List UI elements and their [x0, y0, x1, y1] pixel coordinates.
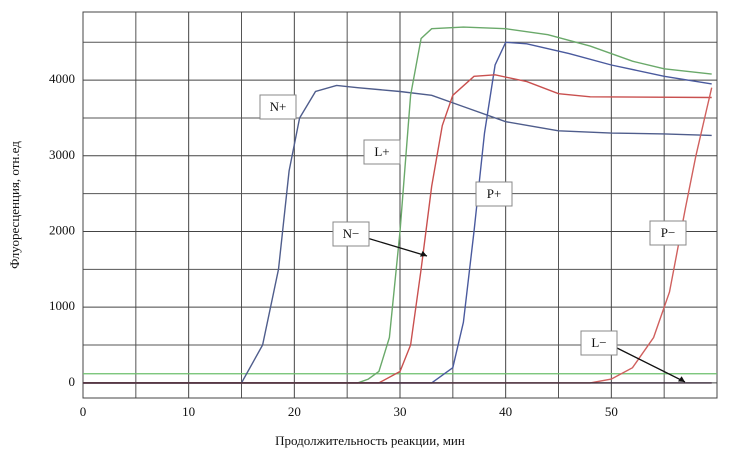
- annotation-label: P+: [487, 186, 502, 201]
- annotation-box: [332, 221, 370, 247]
- annotation-label: N+: [270, 99, 287, 114]
- data-line: [83, 41, 712, 384]
- annotation-label: N−: [343, 226, 360, 241]
- annotation-box: [259, 94, 297, 120]
- annotation-box: [363, 139, 401, 165]
- annotation-label: L+: [374, 144, 389, 159]
- annotation-label: P−: [661, 225, 676, 240]
- y-tick-label: 0: [69, 374, 76, 389]
- y-axis-title: Флуоресценция, отн.ед: [7, 141, 22, 269]
- y-tick-label: 1000: [49, 298, 75, 313]
- annotation-box: [475, 181, 513, 207]
- x-tick-label: 30: [394, 404, 407, 419]
- x-tick-label: 20: [288, 404, 301, 419]
- x-tick-label: 50: [605, 404, 618, 419]
- y-tick-label: 2000: [49, 222, 75, 237]
- data-line: [83, 87, 713, 384]
- data-line: [83, 26, 712, 384]
- annotation-label: L−: [591, 335, 606, 350]
- y-tick-label: 4000: [49, 71, 75, 86]
- x-tick-label: 40: [499, 404, 512, 419]
- annotation-arrow: [366, 237, 428, 257]
- x-axis-title: Продолжительность реакции, мин: [275, 433, 465, 448]
- arrow-head: [419, 250, 427, 257]
- data-line: [83, 84, 712, 384]
- x-tick-label: 0: [80, 404, 87, 419]
- plot-frame: [82, 11, 718, 399]
- y-tick-label: 3000: [49, 147, 75, 162]
- annotation-box: [649, 220, 687, 246]
- annotation-box: [580, 330, 618, 356]
- x-tick-label: 10: [182, 404, 195, 419]
- data-line: [83, 74, 712, 384]
- annotation-arrow: [614, 346, 686, 383]
- arrow-head: [677, 376, 685, 382]
